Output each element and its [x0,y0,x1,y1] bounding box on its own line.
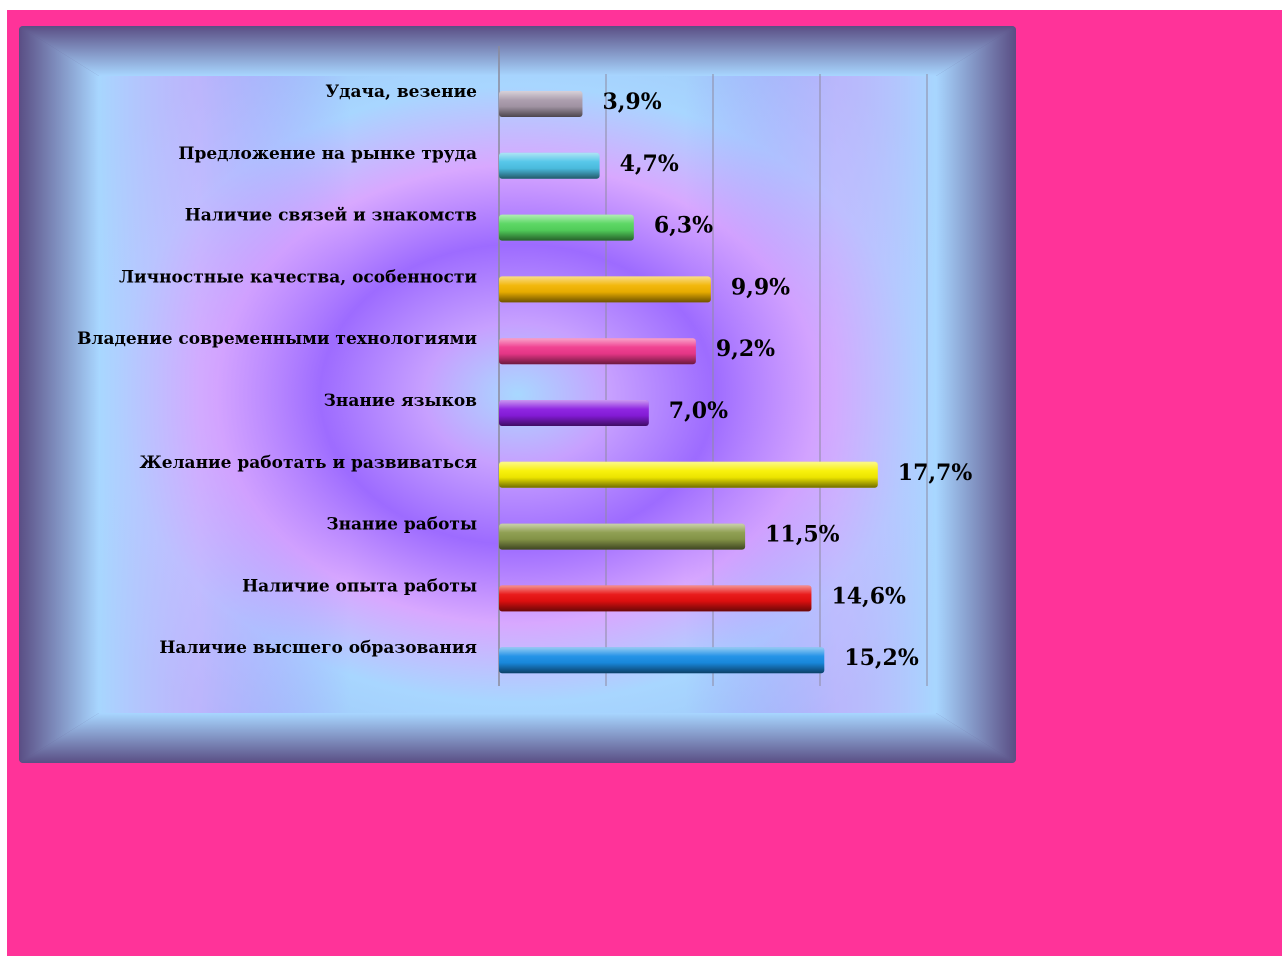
category-label: Знание работы [326,515,477,535]
category-label: Знание языков [324,391,478,411]
bar [499,91,583,117]
category-label: Наличие опыта работы [242,576,477,596]
category-label: Личностные качества, особенности [119,267,477,287]
bar-chart: Удача, везение Предложение на рынке труда… [19,26,1016,763]
bars [499,91,878,674]
bar [499,647,825,674]
data-label: 3,9% [602,89,661,115]
data-label: 4,7% [620,151,679,177]
bar [499,585,812,612]
data-label: 6,3% [654,213,713,239]
data-label: 15,2% [844,645,919,671]
data-label: 14,6% [831,583,906,609]
category-label: Предложение на рынке труда [178,144,477,164]
category-label: Наличие высшего образования [159,638,477,658]
category-label: Наличие связей и знакомств [185,206,477,226]
chart-frame: Удача, везение Предложение на рынке труда… [19,26,1016,763]
bar [499,152,600,179]
bar [499,214,634,241]
bar [499,276,711,303]
data-label: 7,0% [669,398,728,424]
category-label: Владение современными технологиями [77,329,477,349]
value-labels: 3,9% 4,7% 6,3% 9,9% 9,2% 7,0% 17,7% 11,5% 14,6% 1… [602,89,972,671]
bar [499,400,649,426]
category-label: Удача, везение [325,82,477,102]
category-label: Желание работать и развиваться [139,453,477,473]
data-label: 11,5% [765,522,840,548]
bar [499,338,696,365]
data-label: 17,7% [898,460,973,486]
gridlines [498,46,928,686]
bar [499,461,878,488]
data-label: 9,2% [716,336,775,362]
bar [499,523,746,550]
slide-background: Удача, везение Предложение на рынке труда… [7,10,1282,956]
category-labels: Удача, везение Предложение на рынке труда… [77,82,477,658]
data-label: 9,9% [731,274,790,300]
